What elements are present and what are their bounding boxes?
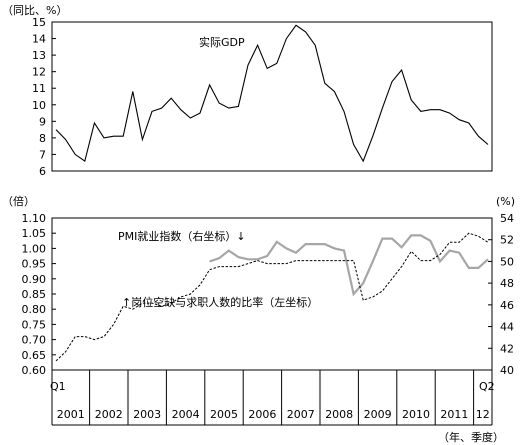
left-y-axis: 0.60 0.65 0.70 0.75 0.80 0.85 0.90 0.95 1.00 1.05… (22, 212, 56, 377)
left-y-tick-label: 0.85 (22, 288, 47, 301)
right-y-tick-label: 52 (500, 234, 514, 247)
labor-panel: （倍） (%) 0.60 0.65 0.70 0.75 0.80 0.85 0.90 0.95… (2, 194, 515, 377)
x-quarter-start-label: Q1 (50, 380, 66, 393)
job-ratio-annotation: ↑岗位空缺与求职人数的比率（左坐标） (122, 295, 318, 309)
left-y-tick-label: 1.00 (22, 242, 47, 255)
x-year-label: 12 (476, 408, 490, 421)
left-y-tick-label: 0.90 (22, 273, 47, 286)
gdp-y-tick-label: 11 (32, 82, 46, 95)
gdp-y-axis: 6 7 8 9 10 11 12 13 14 15 (32, 16, 56, 178)
x-year-label: 2011 (440, 408, 468, 421)
left-y-tick-label: 0.95 (22, 258, 47, 271)
gdp-panel: （同比、%） 6 7 8 9 10 11 12 13 14 15 实际GDP (2, 4, 493, 178)
right-y-tick-label: 48 (500, 277, 514, 290)
x-axis: Q1 Q2 （年、季度） 2001 2002 2003 2004 2005 2006 200… (50, 370, 504, 444)
x-year-label: 2002 (95, 408, 123, 421)
left-y-tick-label: 0.65 (22, 349, 47, 362)
right-unit-label: (%) (496, 195, 515, 208)
gdp-series-line (55, 24, 489, 163)
right-y-tick-label: 46 (500, 299, 514, 312)
gdp-y-tick-label: 15 (32, 16, 46, 29)
x-year-label: 2010 (402, 408, 430, 421)
left-y-tick-label: 1.05 (22, 227, 47, 240)
gdp-y-tick-label: 10 (32, 99, 46, 112)
right-y-axis: 40 42 44 46 48 50 52 54 (488, 212, 514, 377)
x-year-label: 2003 (133, 408, 161, 421)
pmi-series-line (209, 234, 489, 297)
x-year-label: 2008 (325, 408, 353, 421)
pmi-annotation: PMI就业指数（右坐标）↓ (118, 229, 246, 243)
gdp-y-tick-label: 13 (32, 49, 46, 62)
right-y-tick-label: 50 (500, 255, 514, 268)
gdp-y-tick-label: 12 (32, 66, 46, 79)
gdp-y-tick-label: 6 (39, 165, 46, 178)
job-ratio-series-line (55, 232, 489, 362)
gdp-annotation: 实际GDP (199, 35, 245, 49)
x-unit-label: （年、季度） (438, 430, 504, 444)
left-y-tick-label: 0.70 (22, 334, 47, 347)
gdp-plot-area (51, 21, 493, 172)
left-y-tick-label: 0.60 (22, 364, 47, 377)
x-year-label: 2005 (210, 408, 238, 421)
left-y-tick-label: 1.10 (22, 212, 47, 225)
x-year-label: 2004 (172, 408, 200, 421)
right-y-tick-label: 44 (500, 321, 514, 334)
x-year-label: 2009 (364, 408, 392, 421)
left-y-tick-label: 0.75 (22, 318, 47, 331)
right-y-tick-label: 40 (500, 364, 514, 377)
gdp-y-tick-label: 14 (32, 33, 46, 46)
gdp-unit-label: （同比、%） (2, 4, 67, 17)
x-year-label: 2006 (248, 408, 276, 421)
left-y-tick-label: 0.80 (22, 303, 47, 316)
x-year-label: 2001 (57, 408, 85, 421)
gdp-y-tick-label: 9 (39, 115, 46, 128)
right-y-tick-label: 42 (500, 342, 514, 355)
left-unit-label: （倍） (2, 194, 35, 208)
x-year-label: 2007 (287, 408, 315, 421)
gdp-y-tick-label: 8 (39, 132, 46, 145)
gdp-y-tick-label: 7 (39, 148, 46, 161)
x-quarter-end-label: Q2 (479, 380, 495, 393)
right-y-tick-label: 54 (500, 212, 514, 225)
